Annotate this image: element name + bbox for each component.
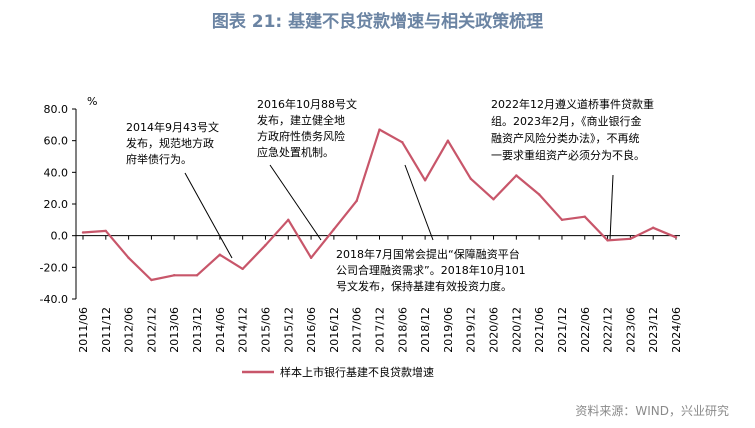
x-tick-label: 2020/12 xyxy=(510,307,523,353)
x-tick-label: 2011/12 xyxy=(100,307,113,353)
y-axis-unit: % xyxy=(87,95,97,108)
annotation-text: 方政府性债务风险 xyxy=(257,129,345,143)
data-point xyxy=(309,256,313,260)
data-point xyxy=(264,243,267,247)
annotation-text: 发布，规范地方政 xyxy=(126,136,214,150)
y-tick-label: 0.0 xyxy=(51,230,69,243)
data-point xyxy=(241,267,244,271)
annotation-text: 一要求重组资产必须分为不良。 xyxy=(491,148,645,162)
x-tick-label: 2022/06 xyxy=(579,307,592,353)
data-point xyxy=(332,228,336,231)
x-tick-label: 2011/06 xyxy=(77,307,90,353)
annotation-text: 融资产风险分类办法》，不再统 xyxy=(491,131,640,145)
annotation-text: 应急处置机制。 xyxy=(257,145,334,159)
annotation-text: 发布，建立健全地 xyxy=(257,113,345,127)
data-point xyxy=(560,218,564,222)
data-point xyxy=(355,199,358,203)
legend-label: 样本上市银行基建不良贷款增速 xyxy=(280,365,434,379)
x-tick-label: 2018/12 xyxy=(419,307,432,353)
x-tick-label: 2015/12 xyxy=(282,307,295,353)
data-point xyxy=(515,174,518,177)
legend: 样本上市银行基建不良贷款增速 xyxy=(242,365,434,379)
x-tick-label: 2013/06 xyxy=(168,307,181,353)
annotation-text: 府举债行为。 xyxy=(126,152,192,166)
x-tick-label: 2018/06 xyxy=(396,307,409,353)
data-point xyxy=(378,128,381,131)
x-tick-label: 2022/12 xyxy=(602,307,615,353)
annotation-text: 2022年12月遵义道桥事件贷款重 xyxy=(491,97,654,111)
data-point xyxy=(81,231,85,234)
y-tick-label: -40.0 xyxy=(40,293,68,306)
annotation-text: 2014年9月43号文 xyxy=(126,120,219,134)
y-tick-label: 20.0 xyxy=(44,198,69,211)
annotation-text: 2016年10月88号文 xyxy=(257,97,357,111)
data-point xyxy=(469,177,472,180)
annotation-leader xyxy=(184,172,233,259)
annotation-text: 公司合理融资需求”。2018年10月101 xyxy=(336,263,526,277)
data-point xyxy=(492,198,495,201)
y-tick-label: 40.0 xyxy=(44,166,69,179)
x-tick-label: 2020/06 xyxy=(488,307,501,353)
x-tick-label: 2014/06 xyxy=(214,307,227,353)
data-point xyxy=(218,253,222,256)
annotation-text: 组。2023年2月，《商业银行金 xyxy=(491,114,642,128)
data-point xyxy=(150,278,153,282)
x-tick-label: 2019/06 xyxy=(442,307,455,353)
annotation-leader xyxy=(269,164,322,241)
x-tick-label: 2024/06 xyxy=(670,307,683,353)
annotation-leaders xyxy=(184,164,614,259)
x-tick-label: 2017/06 xyxy=(351,307,364,353)
plot-area xyxy=(81,128,678,282)
x-tick-label: 2021/12 xyxy=(556,307,569,353)
data-point xyxy=(287,218,290,222)
x-tick-label: 2023/12 xyxy=(647,307,660,353)
x-tick-label: 2013/12 xyxy=(191,307,204,353)
data-point xyxy=(583,215,586,218)
x-tick-label: 2015/06 xyxy=(259,307,272,353)
data-point xyxy=(127,256,130,260)
x-tick-label: 2017/12 xyxy=(374,307,387,353)
data-point xyxy=(195,274,199,277)
annotation-text: 号文发布，保持基建有效投资力度。 xyxy=(336,279,512,293)
x-tick-label: 2019/12 xyxy=(465,307,478,353)
data-point xyxy=(401,141,404,144)
axes: -40.0 -20.0 0.0 20.0 40.0 60.0 80.0% 2011/06 201… xyxy=(40,95,683,353)
source-note: 资料来源：WIND，兴业研究 xyxy=(575,404,729,418)
x-tick-label: 2023/06 xyxy=(624,307,637,353)
data-point xyxy=(606,239,609,242)
data-point xyxy=(104,229,108,233)
data-point xyxy=(423,179,427,182)
annotation-leader xyxy=(404,164,434,241)
annotation-text: 2018年7月国常会提出“保障融资平台 xyxy=(336,247,520,261)
x-tick-label: 2012/06 xyxy=(123,307,136,353)
y-tick-label: -20.0 xyxy=(40,261,68,274)
x-tick-label: 2016/06 xyxy=(305,307,318,353)
data-point xyxy=(651,226,655,229)
y-tick-label: 80.0 xyxy=(44,103,69,116)
data-point xyxy=(173,274,176,277)
data-point xyxy=(629,237,632,241)
y-tick-label: 60.0 xyxy=(44,135,69,148)
x-tick-label: 2016/12 xyxy=(328,307,341,353)
data-point xyxy=(446,139,450,142)
data-point xyxy=(674,236,678,239)
chart-title: 图表 21: 基建不良贷款增速与相关政策梳理 xyxy=(211,12,544,32)
x-tick-label: 2012/12 xyxy=(145,307,158,353)
x-tick-label: 2014/12 xyxy=(237,307,250,353)
data-point xyxy=(537,193,541,196)
x-tick-label: 2021/06 xyxy=(533,307,546,353)
annotation-leader xyxy=(609,174,614,241)
